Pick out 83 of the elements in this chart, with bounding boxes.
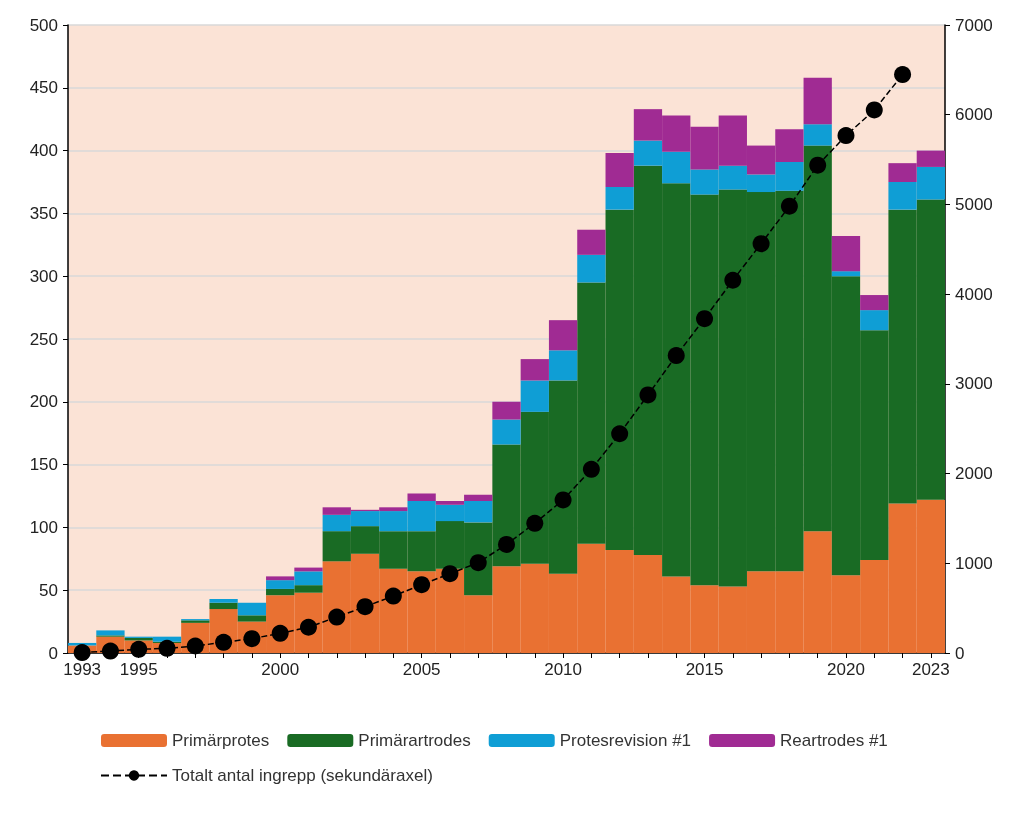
bar [209, 602, 238, 610]
point [101, 642, 119, 660]
y2-tick-label: 4000 [955, 284, 993, 304]
y-tick-label: 400 [29, 141, 58, 161]
point [215, 633, 233, 651]
legend-label: Primärartrodes [358, 731, 471, 750]
y-tick-label: 0 [48, 643, 58, 663]
legend-label: Totalt antal ingrepp (sekundäraxel) [172, 766, 433, 785]
bar [605, 153, 634, 188]
point [526, 514, 544, 532]
y-tick-label: 350 [29, 203, 58, 223]
legend-label: Primärprotes [172, 731, 270, 750]
point [582, 460, 600, 478]
legend-label: Protesrevision #1 [559, 731, 692, 750]
bar [803, 124, 832, 146]
point [413, 576, 431, 594]
point [384, 587, 402, 605]
y-tick-label: 300 [29, 266, 58, 286]
bar [520, 380, 549, 412]
bar [860, 310, 889, 331]
point [469, 554, 487, 572]
x-tick-label: 1995 [119, 660, 158, 679]
x-tick-label: 1993 [63, 660, 102, 679]
bar [492, 401, 521, 420]
point [696, 310, 714, 328]
point [865, 101, 883, 119]
bar [237, 615, 267, 622]
bar [577, 254, 606, 283]
y-tick-label: 250 [29, 329, 58, 349]
x-tick-label: 2010 [544, 660, 582, 679]
bar [407, 493, 436, 502]
point [667, 347, 685, 365]
y-tick-label: 150 [29, 455, 58, 475]
point [130, 640, 148, 658]
y2-tick-label: 7000 [955, 15, 993, 35]
point [611, 425, 629, 443]
bar [860, 295, 889, 311]
bar [577, 229, 606, 255]
bar [435, 501, 465, 505]
point [498, 535, 515, 553]
x-tick-label: 2020 [827, 660, 865, 679]
point [837, 127, 855, 145]
point [356, 598, 374, 616]
bar [464, 494, 493, 502]
y-tick-label: 450 [29, 78, 58, 98]
y2-tick-label: 5000 [955, 194, 993, 214]
bar [492, 419, 521, 445]
bar [548, 350, 578, 381]
y2-tick-label: 1000 [955, 553, 993, 573]
point [639, 386, 657, 404]
bar [209, 598, 238, 603]
bar [96, 630, 125, 636]
bar [605, 187, 634, 210]
y-tick-label: 200 [29, 392, 58, 412]
point [780, 197, 798, 215]
y2-tick-label: 6000 [955, 105, 993, 125]
x-tick-label: 2005 [402, 660, 441, 679]
bar [831, 236, 861, 272]
point [158, 639, 176, 657]
x-tick-label: 2015 [685, 660, 724, 679]
point [894, 66, 912, 84]
y2-tick-label: 2000 [955, 464, 993, 484]
y-tick-label: 500 [29, 15, 58, 35]
bar [831, 271, 861, 277]
bar [520, 359, 549, 381]
y-tick-label: 100 [29, 517, 58, 537]
x-tick-label: 2023 [911, 660, 950, 679]
y-tick-label: 50 [39, 580, 58, 600]
point [73, 644, 91, 662]
bar [266, 576, 295, 581]
point [441, 565, 459, 583]
x-tick-label: 2000 [261, 660, 300, 679]
point [328, 608, 346, 626]
y2-tick-label: 3000 [955, 374, 993, 394]
bar [803, 77, 832, 125]
y2-tick-label: 0 [955, 643, 965, 663]
point [724, 271, 742, 289]
point [809, 156, 827, 174]
point [752, 235, 770, 253]
point [554, 491, 572, 509]
bar [237, 602, 267, 616]
legend-label: Reartrodes #1 [780, 731, 888, 750]
bar [548, 320, 578, 351]
